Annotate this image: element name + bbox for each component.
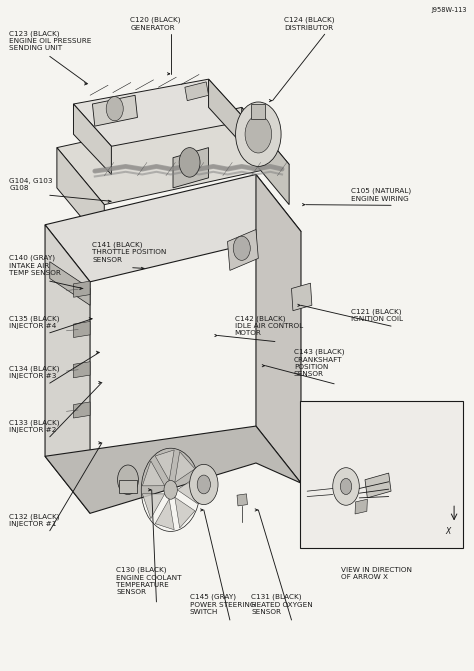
Circle shape [333, 468, 359, 505]
FancyBboxPatch shape [300, 401, 463, 548]
Text: C142 (BLACK)
IDLE AIR CONTROL
MOTOR: C142 (BLACK) IDLE AIR CONTROL MOTOR [235, 315, 303, 336]
Polygon shape [73, 362, 90, 378]
Polygon shape [251, 104, 265, 119]
Polygon shape [45, 225, 90, 513]
Text: C141 (BLACK)
THROTTLE POSITION
SENSOR: C141 (BLACK) THROTTLE POSITION SENSOR [92, 242, 167, 262]
Polygon shape [73, 402, 90, 418]
Polygon shape [50, 262, 90, 305]
Text: C140 (GRAY)
INTAKE AIR
TEMP SENSOR: C140 (GRAY) INTAKE AIR TEMP SENSOR [9, 255, 61, 276]
Text: G104, G103
G108: G104, G103 G108 [9, 178, 53, 191]
Polygon shape [142, 494, 164, 519]
Polygon shape [242, 107, 289, 205]
Text: C131 (BLACK)
HEATED OXYGEN
SENSOR: C131 (BLACK) HEATED OXYGEN SENSOR [251, 594, 313, 615]
Text: C132 (BLACK)
INJECTOR #1: C132 (BLACK) INJECTOR #1 [9, 513, 60, 527]
Polygon shape [228, 229, 258, 270]
Text: C143 (BLACK)
CRANKSHAFT
POSITION
SENSOR: C143 (BLACK) CRANKSHAFT POSITION SENSOR [294, 349, 345, 377]
Polygon shape [73, 79, 246, 146]
Polygon shape [292, 283, 312, 311]
Circle shape [197, 475, 210, 494]
Text: C123 (BLACK)
ENGINE OIL PRESSURE
SENDING UNIT: C123 (BLACK) ENGINE OIL PRESSURE SENDING… [9, 30, 92, 51]
Polygon shape [92, 95, 137, 126]
Polygon shape [57, 148, 104, 245]
Polygon shape [155, 499, 174, 530]
Text: C135 (BLACK)
INJECTOR #4: C135 (BLACK) INJECTOR #4 [9, 315, 60, 329]
Polygon shape [155, 450, 174, 480]
Polygon shape [175, 497, 195, 528]
Text: C145 (GRAY)
POWER STEERING
SWITCH: C145 (GRAY) POWER STEERING SWITCH [190, 594, 255, 615]
Circle shape [106, 97, 123, 121]
Text: C134 (BLACK)
INJECTOR #3: C134 (BLACK) INJECTOR #3 [9, 366, 60, 379]
Circle shape [236, 102, 281, 166]
Polygon shape [355, 499, 367, 514]
Polygon shape [73, 104, 111, 174]
Polygon shape [256, 174, 301, 483]
Polygon shape [173, 148, 209, 188]
Polygon shape [185, 82, 209, 101]
Text: C120 (BLACK)
GENERATOR: C120 (BLACK) GENERATOR [130, 17, 181, 30]
Text: VIEW IN DIRECTION
OF ARROW X: VIEW IN DIRECTION OF ARROW X [341, 567, 412, 580]
Circle shape [245, 115, 272, 153]
Text: J958W-113: J958W-113 [431, 7, 467, 13]
Text: C121 (BLACK)
IGNITION COIL: C121 (BLACK) IGNITION COIL [351, 309, 403, 322]
Polygon shape [73, 321, 90, 338]
Polygon shape [73, 281, 90, 297]
Polygon shape [57, 107, 289, 205]
Circle shape [233, 236, 250, 260]
Polygon shape [45, 426, 301, 513]
Text: C130 (BLACK)
ENGINE COOLANT
TEMPERATURE
SENSOR: C130 (BLACK) ENGINE COOLANT TEMPERATURE … [116, 567, 182, 595]
Polygon shape [365, 473, 391, 498]
Text: C133 (BLACK)
INJECTOR #2: C133 (BLACK) INJECTOR #2 [9, 419, 60, 433]
Text: C124 (BLACK)
DISTRIBUTOR: C124 (BLACK) DISTRIBUTOR [284, 17, 335, 30]
Polygon shape [177, 476, 197, 504]
Polygon shape [209, 79, 246, 149]
Polygon shape [175, 452, 195, 482]
Polygon shape [237, 494, 247, 506]
Circle shape [340, 478, 352, 495]
Polygon shape [45, 174, 301, 282]
Text: C105 (NATURAL)
ENGINE WIRING: C105 (NATURAL) ENGINE WIRING [351, 188, 411, 201]
Circle shape [164, 480, 177, 499]
Circle shape [118, 465, 138, 495]
Text: X: X [445, 527, 451, 535]
Polygon shape [119, 480, 137, 493]
Circle shape [179, 148, 200, 177]
Polygon shape [142, 461, 164, 486]
Circle shape [190, 464, 218, 505]
